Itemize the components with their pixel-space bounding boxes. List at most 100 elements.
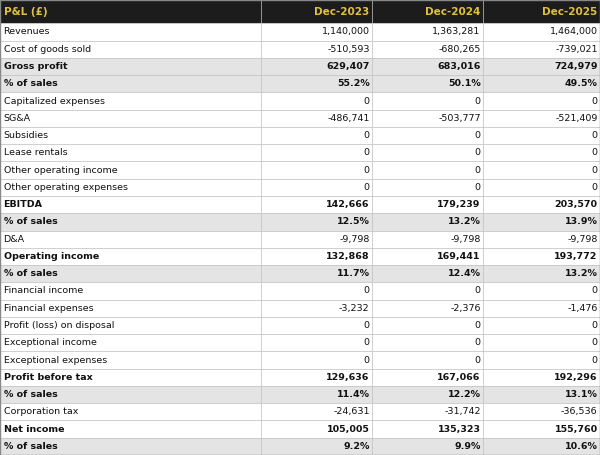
Bar — [372, 127, 483, 144]
Text: 12.4%: 12.4% — [448, 269, 481, 278]
Text: 10.6%: 10.6% — [565, 442, 598, 451]
Text: 203,570: 203,570 — [554, 200, 598, 209]
Text: 135,323: 135,323 — [437, 425, 481, 434]
Bar — [0, 438, 261, 455]
Text: 9.2%: 9.2% — [343, 442, 370, 451]
Bar — [372, 386, 483, 403]
Bar — [483, 386, 600, 403]
Bar — [0, 213, 261, 231]
Bar — [261, 317, 372, 334]
Bar — [483, 127, 600, 144]
Bar — [0, 162, 261, 179]
Bar — [483, 144, 600, 162]
Bar — [483, 317, 600, 334]
Bar — [0, 265, 261, 282]
Text: Other operating expenses: Other operating expenses — [4, 183, 128, 192]
Bar — [372, 0, 483, 23]
Bar — [372, 317, 483, 334]
Bar — [483, 162, 600, 179]
Bar — [261, 369, 372, 386]
Bar — [483, 248, 600, 265]
Bar — [372, 58, 483, 75]
Text: 13.9%: 13.9% — [565, 217, 598, 227]
Bar — [483, 75, 600, 92]
Bar — [0, 282, 261, 299]
Text: -521,409: -521,409 — [555, 114, 598, 123]
Bar — [372, 23, 483, 40]
Bar — [483, 92, 600, 110]
Bar — [261, 92, 372, 110]
Text: Exceptional income: Exceptional income — [4, 338, 97, 347]
Text: P&L (£): P&L (£) — [4, 7, 47, 17]
Bar — [261, 403, 372, 420]
Text: 0: 0 — [475, 96, 481, 106]
Text: 193,772: 193,772 — [554, 252, 598, 261]
Text: 0: 0 — [475, 355, 481, 364]
Text: 0: 0 — [364, 166, 370, 175]
Text: Dec-2024: Dec-2024 — [425, 7, 481, 17]
Text: 169,441: 169,441 — [437, 252, 481, 261]
Text: 50.1%: 50.1% — [448, 79, 481, 88]
Bar — [261, 420, 372, 438]
Bar — [372, 351, 483, 369]
Text: % of sales: % of sales — [4, 390, 58, 399]
Text: 0: 0 — [364, 355, 370, 364]
Bar — [483, 0, 600, 23]
Bar — [261, 299, 372, 317]
Bar — [372, 162, 483, 179]
Bar — [483, 231, 600, 248]
Bar — [0, 92, 261, 110]
Bar — [483, 438, 600, 455]
Bar — [483, 265, 600, 282]
Bar — [372, 110, 483, 127]
Bar — [0, 127, 261, 144]
Text: 13.2%: 13.2% — [448, 217, 481, 227]
Bar — [372, 334, 483, 351]
Bar — [483, 299, 600, 317]
Text: 0: 0 — [475, 338, 481, 347]
Bar — [261, 162, 372, 179]
Text: Exceptional expenses: Exceptional expenses — [4, 355, 107, 364]
Bar — [483, 282, 600, 299]
Text: -739,021: -739,021 — [555, 45, 598, 54]
Text: % of sales: % of sales — [4, 269, 58, 278]
Text: -9,798: -9,798 — [339, 235, 370, 244]
Bar — [0, 386, 261, 403]
Text: 142,666: 142,666 — [326, 200, 370, 209]
Bar — [483, 369, 600, 386]
Bar — [483, 58, 600, 75]
Bar — [483, 40, 600, 58]
Bar — [372, 213, 483, 231]
Bar — [372, 179, 483, 196]
Text: Gross profit: Gross profit — [4, 62, 67, 71]
Text: 55.2%: 55.2% — [337, 79, 370, 88]
Text: 13.2%: 13.2% — [565, 269, 598, 278]
Bar — [372, 144, 483, 162]
Bar — [483, 334, 600, 351]
Bar — [0, 196, 261, 213]
Bar — [0, 144, 261, 162]
Bar — [261, 282, 372, 299]
Text: 629,407: 629,407 — [326, 62, 370, 71]
Text: SG&A: SG&A — [4, 114, 31, 123]
Text: 105,005: 105,005 — [327, 425, 370, 434]
Text: EBITDA: EBITDA — [4, 200, 43, 209]
Bar — [483, 110, 600, 127]
Bar — [261, 127, 372, 144]
Bar — [261, 213, 372, 231]
Text: Cost of goods sold: Cost of goods sold — [4, 45, 91, 54]
Bar — [0, 420, 261, 438]
Bar — [483, 403, 600, 420]
Text: Operating income: Operating income — [4, 252, 99, 261]
Text: D&A: D&A — [4, 235, 25, 244]
Bar — [483, 213, 600, 231]
Text: % of sales: % of sales — [4, 79, 58, 88]
Text: 0: 0 — [475, 148, 481, 157]
Text: 0: 0 — [592, 321, 598, 330]
Text: 13.1%: 13.1% — [565, 390, 598, 399]
Bar — [0, 110, 261, 127]
Bar — [372, 299, 483, 317]
Text: 11.4%: 11.4% — [337, 390, 370, 399]
Text: 0: 0 — [475, 321, 481, 330]
Text: 11.7%: 11.7% — [337, 269, 370, 278]
